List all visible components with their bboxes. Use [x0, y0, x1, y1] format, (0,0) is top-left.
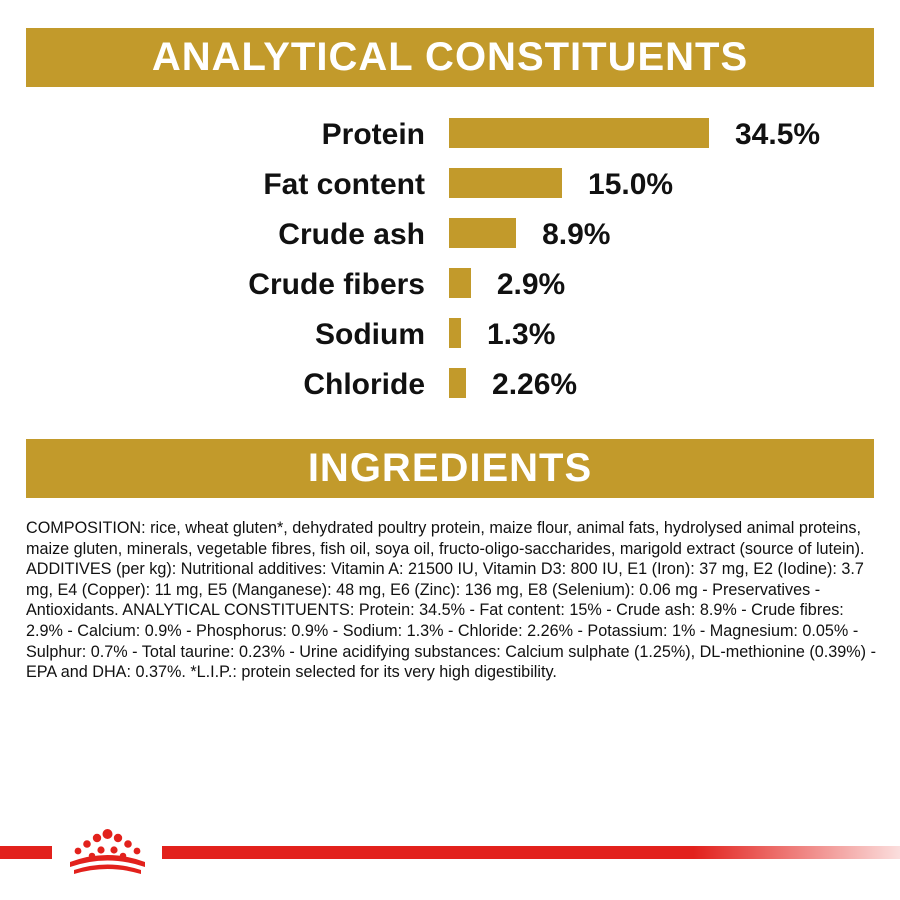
constituent-label: Sodium [315, 318, 425, 351]
constituent-bar [449, 168, 563, 198]
constituent-label: Chloride [303, 368, 425, 401]
constituent-bar [449, 118, 709, 148]
constituent-label: Crude ash [278, 218, 425, 251]
constituent-bar [449, 218, 517, 248]
analytical-constituents-title: ANALYTICAL CONSTITUENTS [151, 35, 749, 79]
constituent-value: 8.9% [542, 218, 611, 251]
constituent-value: 2.9% [496, 268, 566, 301]
constituent-label: Fat content [263, 168, 425, 201]
ingredients-composition-text: COMPOSITION: rice, wheat gluten*, dehydr… [26, 519, 876, 682]
constituent-bar [449, 318, 461, 348]
ingredients-title: INGREDIENTS [307, 446, 593, 490]
constituent-value: 15.0% [588, 168, 674, 201]
constituent-bar [449, 368, 467, 398]
constituent-value: 1.3% [487, 318, 556, 351]
footer-red-line-right [162, 846, 900, 859]
ingredients-banner: INGREDIENTS [26, 439, 874, 498]
constituent-row: Crude fibers 2.9% [0, 260, 900, 310]
royal-canin-crown-icon [70, 829, 145, 874]
constituent-value: 34.5% [735, 118, 821, 151]
constituent-bar [449, 268, 471, 298]
footer-red-line-left [0, 846, 52, 859]
constituent-row: Protein 34.5% [0, 110, 900, 160]
constituent-label: Crude fibers [248, 268, 425, 301]
constituent-value: 2.26% [492, 368, 578, 401]
constituent-row: Crude ash 8.9% [0, 210, 900, 260]
constituent-label: Protein [321, 118, 425, 151]
analytical-constituents-chart: Protein 34.5% Fat content 15.0% Crude ash 8.9… [0, 110, 900, 410]
constituent-row: Chloride 2.26% [0, 360, 900, 410]
constituent-row: Fat content 15.0% [0, 160, 900, 210]
constituent-row: Sodium 1.3% [0, 310, 900, 360]
analytical-constituents-banner: ANALYTICAL CONSTITUENTS [26, 28, 874, 87]
